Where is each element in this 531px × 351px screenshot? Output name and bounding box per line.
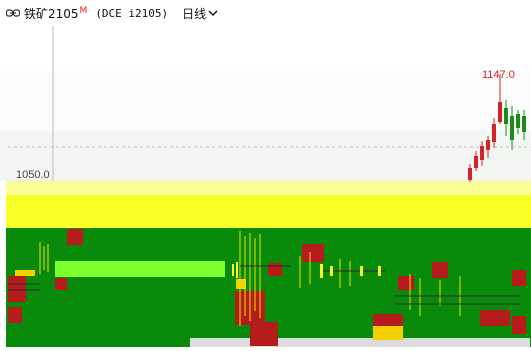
chart-canvas bbox=[0, 26, 531, 347]
candle-noise bbox=[8, 231, 520, 326]
main-contract-badge: M bbox=[79, 5, 88, 16]
period-label: 日线 bbox=[182, 6, 207, 21]
price-axis-label: 1050.0 bbox=[16, 169, 50, 181]
chevron-down-icon bbox=[208, 10, 218, 16]
chart-toolbar: 铁矿2105M (DCE i2105) 日线 bbox=[0, 0, 531, 26]
chart-bg-band bbox=[0, 71, 531, 131]
high-price-label: 1147.0 bbox=[482, 69, 515, 81]
chart-bg-band-2 bbox=[0, 131, 531, 181]
period-selector[interactable]: 日线 bbox=[182, 5, 218, 22]
chart-bg-top bbox=[0, 26, 531, 71]
symbol-title[interactable]: 铁矿2105M bbox=[24, 5, 87, 22]
bottom-strip bbox=[190, 338, 530, 347]
yellow-blocks bbox=[15, 270, 403, 340]
symbol-code: (DCE i2105) bbox=[95, 6, 169, 20]
candles-right bbox=[468, 74, 526, 182]
symbol-name: 铁矿2105 bbox=[24, 6, 79, 21]
lime-band bbox=[55, 261, 225, 277]
link-icon[interactable] bbox=[6, 8, 20, 18]
yellow-band-fade bbox=[6, 181, 531, 195]
price-chart[interactable]: 1050.0 1147.0 bbox=[0, 26, 531, 347]
